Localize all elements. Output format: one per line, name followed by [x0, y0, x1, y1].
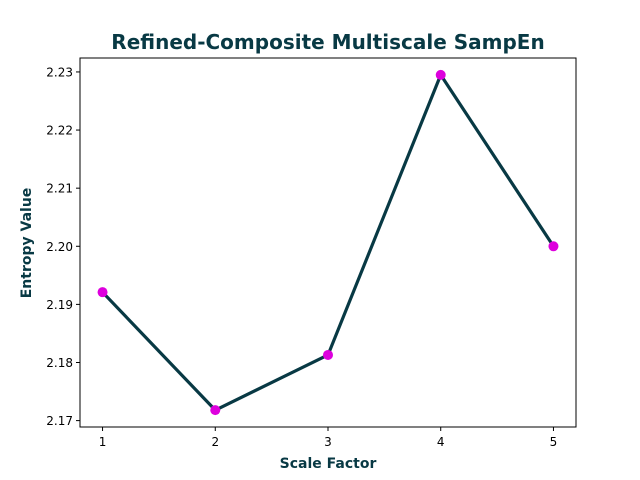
x-tick-label: 3: [324, 435, 332, 449]
plot-frame: [79, 57, 577, 428]
data-point: [548, 241, 559, 252]
data-point: [323, 349, 333, 360]
y-tick-label: 2.20: [46, 240, 73, 254]
x-tick-label: 4: [437, 435, 445, 449]
y-tick-label: 2.23: [46, 65, 73, 79]
x-axis-label: Scale Factor: [280, 456, 377, 472]
plot-background: [80, 58, 576, 427]
y-axis-label: Entropy Value: [19, 188, 35, 299]
y-tick-label: 2.21: [46, 182, 73, 196]
data-point: [97, 287, 108, 298]
y-tick-label: 2.19: [46, 298, 73, 312]
x-tick-label: 5: [550, 435, 558, 449]
y-tick-label: 2.17: [46, 414, 73, 428]
series-group: [97, 69, 559, 416]
x-tick-label: 2: [211, 435, 219, 449]
x-axis-ticks: 1 2 3 4 5: [99, 427, 558, 449]
data-point: [210, 405, 221, 416]
y-tick-label: 2.18: [46, 356, 73, 370]
chart-title: Refined-Composite Multiscale SampEn: [111, 30, 544, 54]
y-axis-ticks: 2.17 2.18 2.19 2.20 2.21 2.22 2.23: [46, 65, 80, 428]
x-tick-label: 1: [99, 435, 107, 449]
data-point: [435, 69, 446, 80]
y-tick-label: 2.22: [46, 124, 73, 138]
